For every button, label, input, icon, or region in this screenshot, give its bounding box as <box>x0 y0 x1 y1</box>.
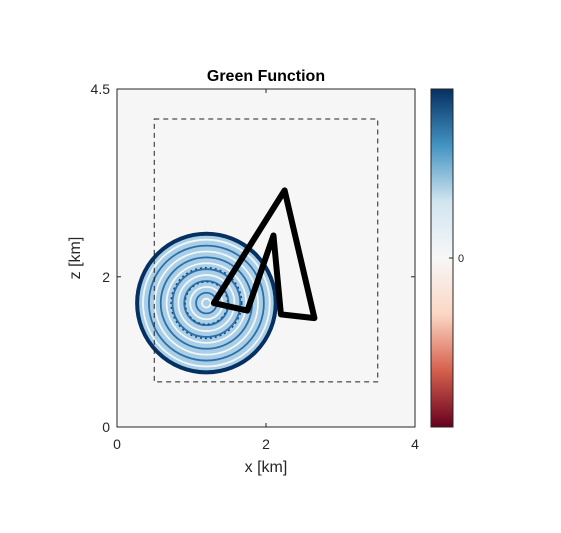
plot-area <box>116 88 416 428</box>
y-axis-label: z [km] <box>67 237 84 280</box>
wavefield-ring <box>201 297 212 309</box>
x-tick-label: 0 <box>113 436 121 452</box>
field-layer <box>135 231 278 375</box>
chart-title: Green Function <box>207 68 325 85</box>
x-tick-label: 2 <box>262 436 270 452</box>
wavefield-ring <box>148 244 265 362</box>
x-axis-label: x [km] <box>245 459 288 476</box>
y-tick-label: 0 <box>102 419 110 435</box>
colorbar: 0 <box>430 88 464 428</box>
wavefield-ring <box>183 280 230 327</box>
wavefield-ring <box>165 262 248 344</box>
x-tick-label: 4 <box>411 436 419 452</box>
wavefield-ring <box>171 268 242 338</box>
x-axis: 0 2 4 <box>113 89 419 452</box>
wavefield-ring <box>153 250 259 356</box>
colorbar-ticks: 0 <box>449 253 464 265</box>
wavefield-ring <box>142 238 271 368</box>
polygon-outline <box>210 187 318 322</box>
wavefield-disc <box>135 232 278 374</box>
domain-boundary <box>153 118 379 383</box>
wavefield-ring <box>184 281 229 326</box>
wavefield-ring <box>135 231 278 375</box>
wavefield-ring <box>177 274 236 332</box>
y-tick-label: 2 <box>102 269 110 285</box>
y-axis: 024.5 <box>91 81 415 435</box>
wavefield-ring <box>170 266 243 340</box>
colorbar-tick-label: 0 <box>458 253 464 265</box>
y-tick-label: 4.5 <box>91 81 111 97</box>
